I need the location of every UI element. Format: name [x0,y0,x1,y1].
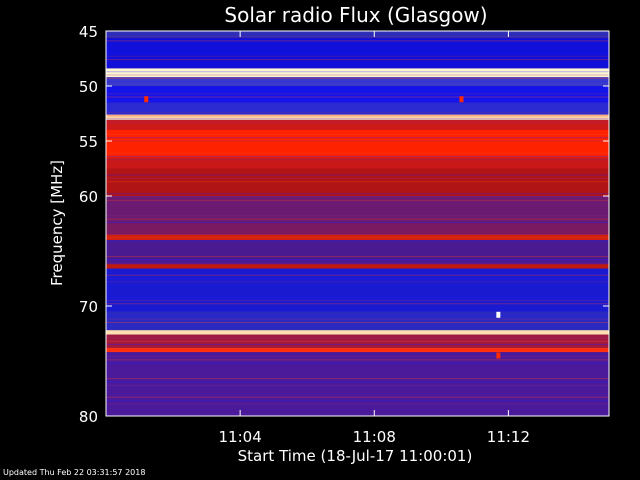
burst-event [459,96,464,103]
frequency-band [106,168,609,196]
frequency-band [106,234,609,240]
frequency-band [106,347,609,353]
frequency-band [106,223,609,235]
frequency-band [106,264,609,269]
frequency-band [106,157,609,169]
x-axis: 11:04 11:08 11:12 [219,31,530,446]
y-tick-label: 80 [79,408,98,426]
frequency-band [106,102,609,115]
y-tick-label: 50 [79,78,98,96]
updated-timestamp: Updated Thu Feb 22 03:31:57 2018 [3,468,146,477]
x-axis-label: Start Time (18-Jul-17 11:00:01) [238,447,473,465]
frequency-band [106,196,609,224]
frequency-band [106,31,609,38]
y-axis: 45 50 55 60 70 80 [79,23,609,426]
frequency-band [106,268,609,312]
x-tick-label: 11:08 [353,428,396,446]
x-tick-label: 11:04 [219,428,262,446]
x-tick-label: 11:12 [487,428,530,446]
chart-title: Solar radio Flux (Glasgow) [224,3,487,27]
frequency-band [106,352,609,416]
y-tick-label: 70 [79,298,98,316]
y-tick-label: 55 [79,133,98,151]
plot-area [105,30,610,417]
y-tick-label: 45 [79,23,98,41]
y-axis-label: Frequency [MHz] [48,160,66,286]
frequency-band [106,120,609,130]
frequency-band [106,68,609,78]
frequency-band [106,37,609,69]
plot-frame [105,30,610,417]
burst-event [144,96,149,103]
frequency-band [106,334,609,348]
frequency-band [106,311,609,331]
y-tick-label: 60 [79,188,98,206]
burst-event [496,311,501,318]
frequency-band [106,114,609,121]
frequency-band [106,130,609,158]
frequency-band [106,86,609,103]
frequency-band [106,77,609,86]
frequency-band [106,330,609,335]
frequency-band [106,240,609,265]
burst-event [496,352,501,359]
